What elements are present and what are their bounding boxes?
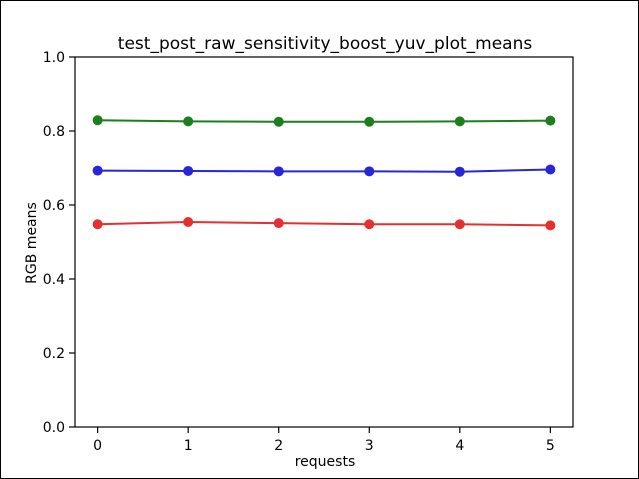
y-axis-label: RGB means [24, 202, 40, 284]
plot-marker-blue-channel-mean [364, 166, 375, 177]
plot-marker-green-channel-mean [273, 116, 284, 127]
plot-frame [74, 56, 574, 428]
plot-marker-red-channel-mean [183, 217, 194, 228]
x-tick-label: 2 [274, 438, 283, 454]
chart-title: test_post_raw_sensitivity_boost_yuv_plot… [117, 34, 533, 54]
plot-marker-green-channel-mean [92, 115, 103, 126]
plot-line-red-channel-mean [96, 221, 552, 227]
x-tick-label: 4 [455, 438, 464, 454]
plot-marker-green-channel-mean [454, 116, 465, 127]
x-tick-label: 1 [184, 438, 193, 454]
plot-marker-red-channel-mean [273, 218, 284, 229]
plot-marker-red-channel-mean [364, 219, 375, 230]
y-tick-label: 1.0 [43, 50, 65, 66]
y-tick-label: 0.0 [43, 420, 65, 436]
y-tick-label: 0.4 [43, 272, 65, 288]
x-axis-label: requests [294, 454, 356, 470]
plot-marker-blue-channel-mean [92, 165, 103, 176]
plot-marker-red-channel-mean [92, 219, 103, 230]
plot-marker-red-channel-mean [454, 219, 465, 230]
y-tick-label: 0.2 [43, 346, 65, 362]
plot-line-blue-channel-mean [96, 168, 552, 173]
plot-marker-blue-channel-mean [454, 166, 465, 177]
y-tick-label: 0.8 [43, 124, 65, 140]
plot-line-green-channel-mean [96, 119, 552, 123]
plot-marker-blue-channel-mean [183, 165, 194, 176]
plot-marker-red-channel-mean [545, 220, 556, 231]
plot-marker-blue-channel-mean [273, 166, 284, 177]
plot-marker-green-channel-mean [183, 116, 194, 127]
plot-marker-green-channel-mean [545, 115, 556, 126]
plot-marker-green-channel-mean [364, 116, 375, 127]
x-tick-label: 5 [546, 438, 555, 454]
x-tick-label: 0 [93, 438, 102, 454]
x-tick-label: 3 [365, 438, 374, 454]
y-tick-label: 0.6 [43, 198, 65, 214]
plot-marker-blue-channel-mean [545, 164, 556, 175]
